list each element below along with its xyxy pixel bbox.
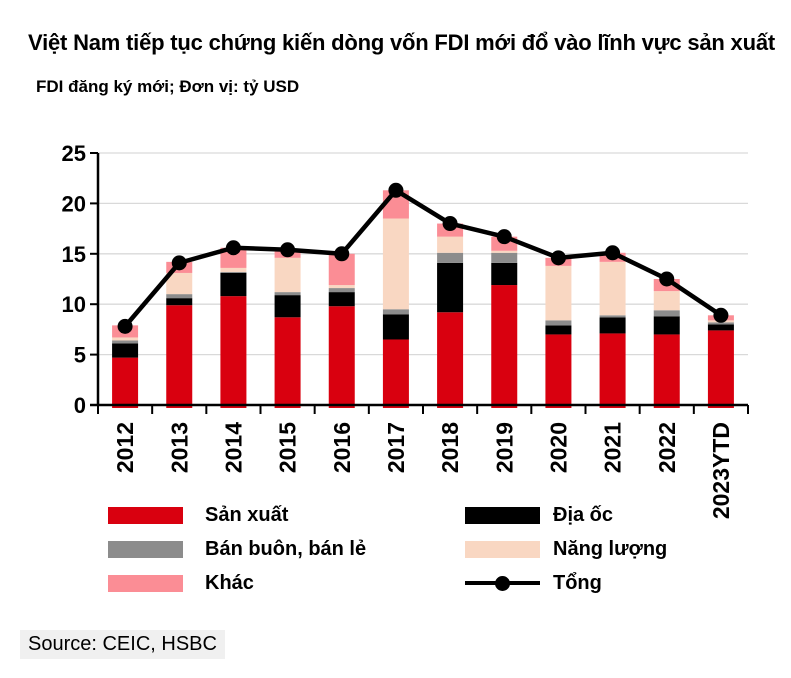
svg-text:2019: 2019 [491,422,517,473]
legend-label-dia-oc: Địa ốc [553,504,614,526]
svg-text:10: 10 [62,292,86,317]
svg-text:20: 20 [62,191,86,216]
total-line-marker-icon [465,575,540,592]
legend-item-khac: Khác [108,572,254,594]
svg-text:2018: 2018 [437,422,463,473]
svg-text:2013: 2013 [166,422,192,473]
svg-text:2022: 2022 [654,422,680,473]
svg-text:0: 0 [74,393,86,418]
legend-label-ban-buon-ban-le: Bán buôn, bán lẻ [205,538,367,560]
svg-text:2014: 2014 [220,422,246,473]
legend-swatch-dia-oc [465,506,540,524]
legend-label-san-xuat: Sản xuất [205,504,289,526]
svg-text:2023YTD: 2023YTD [708,422,734,519]
legend-label-khac: Khác [205,572,254,594]
legend-label-nang-luong: Năng lượng [553,538,668,560]
legend-item-dia-oc: Địa ốc [465,504,614,526]
legend-label-tong: Tổng [553,572,602,594]
svg-text:2021: 2021 [600,422,626,473]
legend-swatch-khac [108,574,183,592]
svg-text:2020: 2020 [545,422,571,473]
legend-item-san-xuat: Sản xuất [108,504,289,526]
total-dot-icon [495,575,510,591]
svg-text:2012: 2012 [112,422,138,473]
svg-text:25: 25 [62,141,86,166]
chart-title: Việt Nam tiếp tục chứng kiến dòng vốn FD… [28,30,775,55]
legend-item-ban-buon-ban-le: Bán buôn, bán lẻ [108,538,367,560]
legend-swatch-ban-buon-ban-le [108,540,183,558]
legend-item-nang-luong: Năng lượng [465,538,668,560]
svg-text:2017: 2017 [383,422,409,473]
legend-swatch-san-xuat [108,506,183,524]
chart-subtitle: FDI đăng ký mới; Đơn vị: tỷ USD [36,77,300,96]
svg-text:15: 15 [62,242,86,267]
legend-swatch-nang-luong [465,540,540,558]
svg-text:2015: 2015 [275,422,301,473]
source-note: Source: CEIC, HSBC [20,630,225,659]
fdi-stacked-bar-chart: 0 5 10 15 20 25 2012 2013 2014 2015 2016 2017 2018 20… [62,141,749,519]
legend-item-tong: Tổng [465,572,602,594]
svg-text:2016: 2016 [329,422,355,473]
svg-text:5: 5 [74,343,86,368]
